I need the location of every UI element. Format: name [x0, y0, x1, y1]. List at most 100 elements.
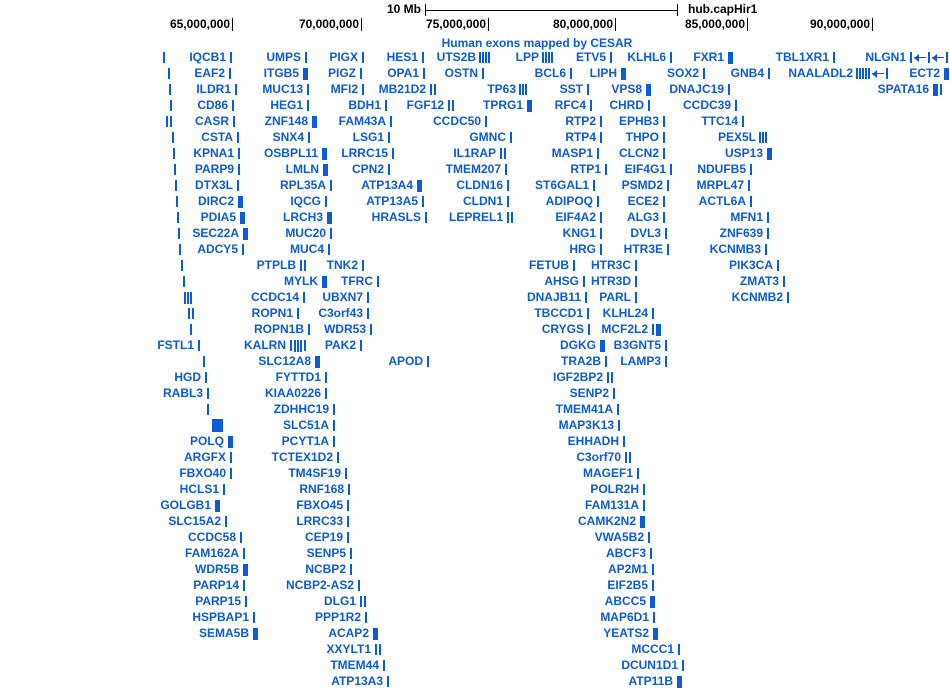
gene-label[interactable]: YEATS2: [603, 626, 649, 640]
gene-label[interactable]: RTP1: [570, 162, 601, 176]
exon-marks[interactable]: [333, 435, 335, 448]
gene-label[interactable]: RFC4: [554, 98, 586, 112]
gene-label[interactable]: RTP2: [565, 114, 596, 128]
gene-label[interactable]: ZMAT3: [739, 274, 779, 288]
gene-label[interactable]: MAGEF1: [582, 466, 633, 480]
exon-marks[interactable]: [223, 483, 225, 496]
gene-label[interactable]: PPP1R2: [314, 610, 361, 624]
exon-marks[interactable]: [307, 83, 309, 96]
gene-label[interactable]: CSTA: [201, 130, 233, 144]
gene-label[interactable]: HTR3D: [590, 274, 631, 288]
gene-label[interactable]: TCTEX1D2: [271, 450, 333, 464]
gene-label[interactable]: ZNF148: [264, 114, 308, 128]
exon-marks[interactable]: [735, 99, 737, 112]
gene-label[interactable]: CPN2: [351, 162, 384, 176]
exon-marks[interactable]: [607, 371, 613, 384]
gene-label[interactable]: ST6GAL1: [534, 178, 589, 192]
exon-marks[interactable]: [748, 179, 750, 192]
gene-label[interactable]: LIPH: [589, 66, 617, 80]
exon-marks[interactable]: [682, 659, 684, 672]
gene-label[interactable]: ROPN1: [251, 306, 293, 320]
exon-marks-unlabeled[interactable]: [179, 243, 181, 256]
gene-label[interactable]: KCNMB2: [731, 290, 783, 304]
exon-marks[interactable]: [667, 179, 669, 192]
gene-label[interactable]: TMEM207: [445, 162, 501, 176]
gene-label[interactable]: ATP13A5: [366, 194, 418, 208]
gene-label[interactable]: TMEM41A: [555, 402, 613, 416]
exon-marks[interactable]: [232, 99, 234, 112]
exon-marks[interactable]: [385, 99, 387, 112]
exon-marks[interactable]: [345, 467, 347, 480]
gene-label[interactable]: NAALADL2: [788, 66, 853, 80]
gene-label[interactable]: HGD: [174, 370, 201, 384]
exon-marks[interactable]: [370, 323, 372, 336]
exon-marks[interactable]: [663, 131, 665, 144]
exon-marks[interactable]: [362, 83, 364, 96]
gene-label[interactable]: OPA1: [387, 66, 419, 80]
gene-label[interactable]: KCNMB3: [709, 242, 761, 256]
gene-label[interactable]: MASP1: [551, 146, 593, 160]
exon-marks[interactable]: [337, 451, 339, 464]
gene-label[interactable]: PTPLB: [256, 258, 296, 272]
exon-marks-unlabeled[interactable]: [170, 99, 172, 112]
gene-label[interactable]: PIK3CA: [728, 258, 773, 272]
exon-marks[interactable]: [507, 179, 509, 192]
gene-label[interactable]: UBXN7: [322, 290, 363, 304]
gene-label[interactable]: VWA5B2: [594, 530, 644, 544]
exon-marks[interactable]: [362, 259, 364, 272]
exon-marks[interactable]: [768, 67, 770, 80]
gene-label[interactable]: FBXO45: [296, 498, 343, 512]
exon-marks[interactable]: [570, 67, 572, 80]
exon-marks[interactable]: [198, 339, 200, 352]
exon-marks[interactable]: [330, 179, 332, 192]
gene-label[interactable]: CD86: [197, 98, 228, 112]
gene-label[interactable]: LAMP3: [620, 354, 661, 368]
gene-label[interactable]: NCBP2: [305, 562, 346, 576]
gene-label[interactable]: OSTN: [444, 66, 478, 80]
exon-marks[interactable]: [590, 99, 592, 112]
exon-marks[interactable]: [648, 99, 650, 112]
exon-marks[interactable]: [238, 163, 240, 176]
exon-marks[interactable]: [750, 195, 752, 208]
exon-marks[interactable]: [670, 163, 672, 176]
exon-marks[interactable]: [600, 115, 602, 128]
gene-label[interactable]: POLQ: [189, 434, 224, 448]
gene-label[interactable]: RABL3: [162, 386, 203, 400]
exon-marks[interactable]: [388, 131, 390, 144]
exon-marks[interactable]: [358, 579, 360, 592]
gene-label[interactable]: UMPS: [266, 50, 301, 64]
exon-marks[interactable]: [742, 115, 744, 128]
exon-marks[interactable]: [703, 67, 705, 80]
exon-marks[interactable]: [605, 355, 607, 368]
gene-label[interactable]: ACTL6A: [698, 194, 746, 208]
gene-label[interactable]: CLDN16: [456, 178, 503, 192]
gene-label[interactable]: C3orf43: [318, 306, 363, 320]
gene-label[interactable]: DTX3L: [194, 178, 233, 192]
exon-marks-unlabeled[interactable]: [177, 211, 179, 224]
exon-marks[interactable]: [510, 131, 512, 144]
exon-marks[interactable]: [300, 259, 306, 272]
gene-label[interactable]: WDR5B: [195, 562, 239, 576]
exon-marks[interactable]: [485, 115, 487, 128]
gene-label[interactable]: ETV5: [575, 50, 606, 64]
exon-marks[interactable]: [750, 163, 752, 176]
gene-label[interactable]: ADIPOQ: [545, 194, 593, 208]
exon-marks[interactable]: [479, 51, 490, 64]
exon-marks[interactable]: [230, 451, 232, 464]
exon-marks[interactable]: [777, 259, 779, 272]
gene-label[interactable]: ECT2: [909, 66, 940, 80]
gene-label[interactable]: DLG1: [323, 594, 356, 608]
gene-label[interactable]: USP13: [724, 146, 763, 160]
exon-marks-unlabeled[interactable]: [176, 195, 178, 208]
gene-label[interactable]: FXR1: [693, 50, 724, 64]
gene-label[interactable]: DNAJC19: [669, 82, 724, 96]
gene-label[interactable]: IQCB1: [189, 50, 226, 64]
exon-marks[interactable]: [610, 51, 612, 64]
gene-label[interactable]: TP63: [487, 82, 516, 96]
gene-label[interactable]: TPRG1: [482, 98, 523, 112]
exon-marks[interactable]: [665, 339, 667, 352]
exon-marks[interactable]: [242, 243, 244, 256]
exon-marks[interactable]: [448, 99, 454, 112]
exon-marks[interactable]: [856, 67, 888, 80]
exon-marks-unlabeled[interactable]: [184, 291, 192, 304]
